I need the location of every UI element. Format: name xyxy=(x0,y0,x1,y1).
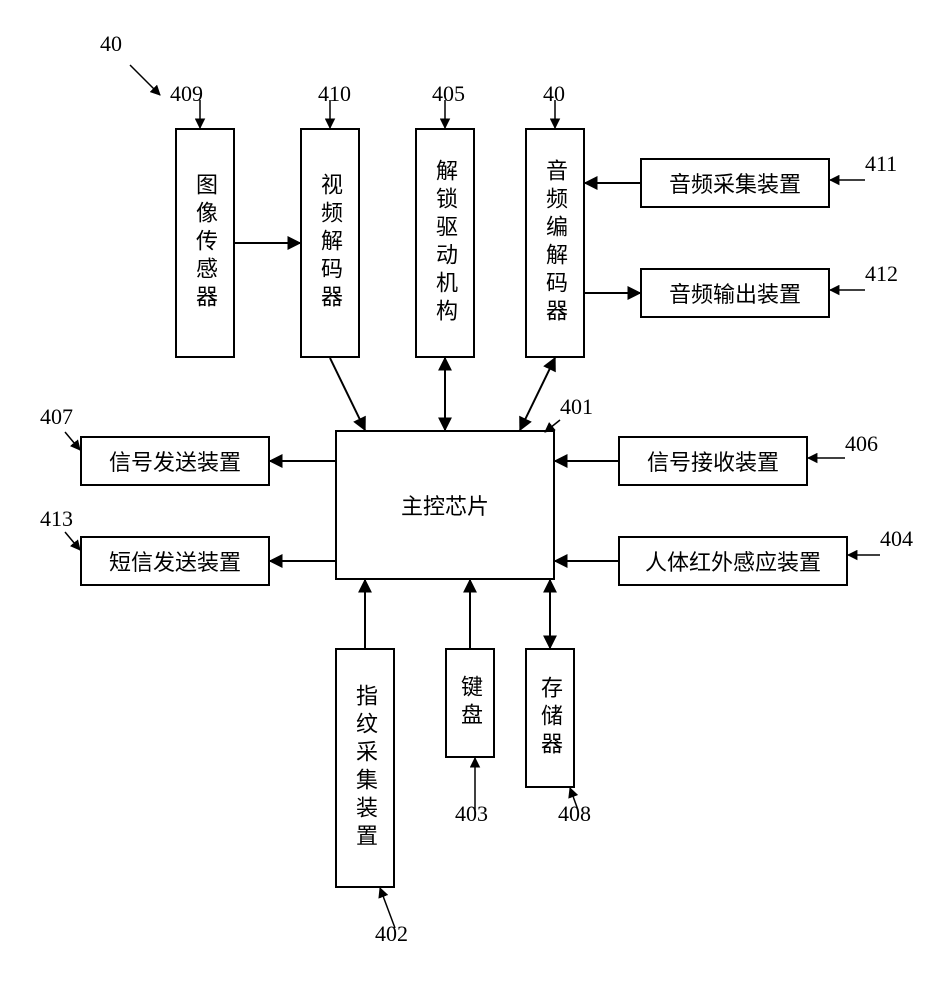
edge xyxy=(330,358,365,430)
node-audio-input: 音频采集装置 xyxy=(640,158,830,208)
node-label: 主控芯片 xyxy=(401,489,489,521)
node-label: 解锁驱动机构 xyxy=(434,159,456,327)
reference-label: 40 xyxy=(100,31,122,57)
node-label: 图像传感器 xyxy=(194,173,216,313)
node-label: 视频解码器 xyxy=(319,173,341,313)
node-label: 信号接收装置 xyxy=(647,445,779,477)
node-main-chip: 主控芯片 xyxy=(335,430,555,580)
node-storage: 存储器 xyxy=(525,648,575,788)
node-label: 信号发送装置 xyxy=(109,445,241,477)
node-keyboard: 键盘 xyxy=(445,648,495,758)
reference-label: 410 xyxy=(318,81,351,107)
reference-label: 407 xyxy=(40,404,73,430)
node-unlock-mechanism: 解锁驱动机构 xyxy=(415,128,475,358)
node-sms-send: 短信发送装置 xyxy=(80,536,270,586)
node-video-decoder: 视频解码器 xyxy=(300,128,360,358)
callout-leader xyxy=(130,65,160,95)
diagram-canvas: 主控芯片 图像传感器 视频解码器 解锁驱动机构 音频编解码器 音频采集装置 音频… xyxy=(0,0,939,1000)
reference-label: 406 xyxy=(845,431,878,457)
reference-label: 401 xyxy=(560,394,593,420)
node-label: 音频编解码器 xyxy=(544,159,566,327)
edge xyxy=(520,358,555,430)
reference-label: 413 xyxy=(40,506,73,532)
node-label: 人体红外感应装置 xyxy=(645,545,821,577)
node-signal-send: 信号发送装置 xyxy=(80,436,270,486)
callout-leader xyxy=(65,432,80,450)
node-audio-output: 音频输出装置 xyxy=(640,268,830,318)
reference-label: 403 xyxy=(455,801,488,827)
node-ir-sensor: 人体红外感应装置 xyxy=(618,536,848,586)
node-image-sensor: 图像传感器 xyxy=(175,128,235,358)
node-label: 指纹采集装置 xyxy=(354,684,376,852)
reference-label: 404 xyxy=(880,526,913,552)
reference-label: 40 xyxy=(543,81,565,107)
reference-label: 408 xyxy=(558,801,591,827)
node-label: 音频输出装置 xyxy=(669,277,801,309)
callout-leader xyxy=(65,532,80,550)
reference-label: 412 xyxy=(865,261,898,287)
reference-label: 402 xyxy=(375,921,408,947)
node-label: 键盘 xyxy=(459,675,481,731)
node-audio-codec: 音频编解码器 xyxy=(525,128,585,358)
node-signal-recv: 信号接收装置 xyxy=(618,436,808,486)
reference-label: 411 xyxy=(865,151,897,177)
node-fingerprint: 指纹采集装置 xyxy=(335,648,395,888)
reference-label: 409 xyxy=(170,81,203,107)
node-label: 音频采集装置 xyxy=(669,167,801,199)
node-label: 存储器 xyxy=(539,676,561,760)
node-label: 短信发送装置 xyxy=(109,545,241,577)
reference-label: 405 xyxy=(432,81,465,107)
